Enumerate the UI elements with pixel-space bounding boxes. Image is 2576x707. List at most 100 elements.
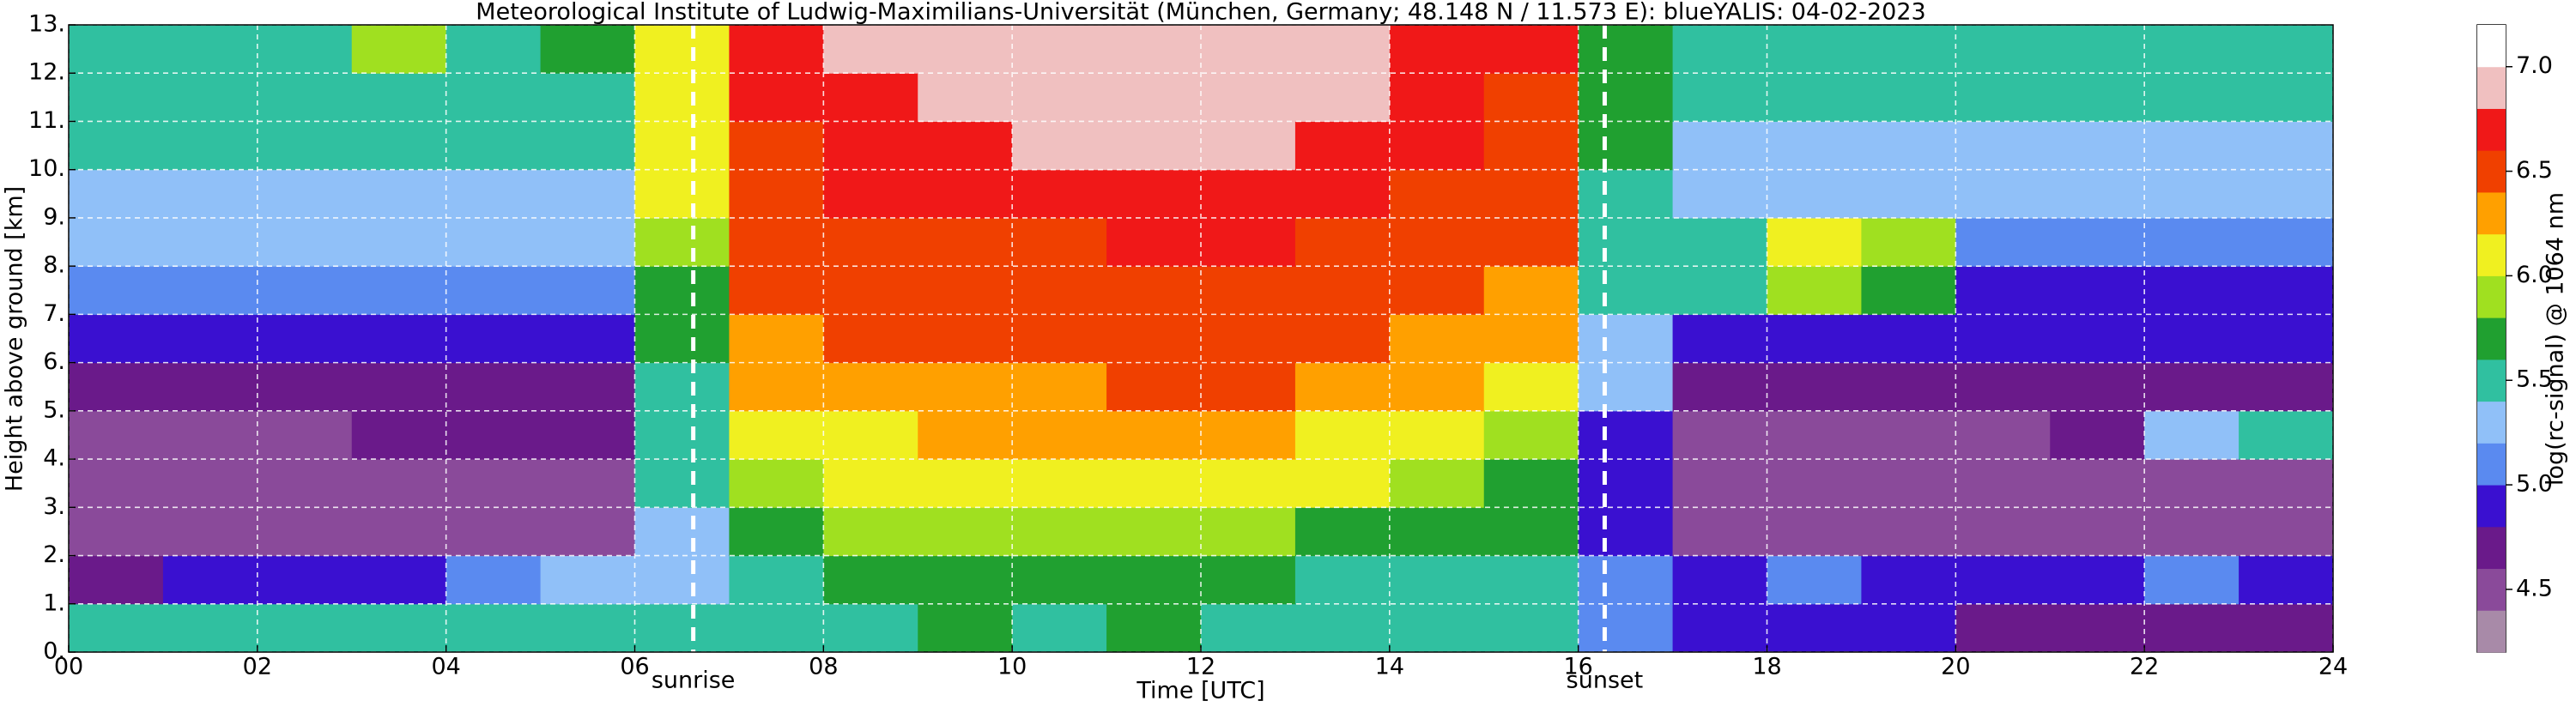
heatmap-cell xyxy=(1861,266,1956,315)
x-tick-label: 04 xyxy=(431,654,460,680)
y-tick-label: 9. xyxy=(43,203,65,230)
heatmap-cell xyxy=(1012,603,1107,653)
heatmap-cell xyxy=(162,217,258,267)
x-tick-label: 20 xyxy=(1941,654,1970,680)
heatmap-cell xyxy=(162,25,258,74)
heatmap-cell xyxy=(1294,266,1391,315)
heatmap-cell xyxy=(1201,410,1296,460)
heatmap-cell xyxy=(1955,459,2051,508)
heatmap-cell xyxy=(634,266,730,315)
heatmap-cell xyxy=(162,555,258,605)
heatmap-cell xyxy=(823,73,918,122)
heatmap-cell xyxy=(257,121,353,171)
heatmap-cell xyxy=(918,410,1013,460)
heatmap-cell xyxy=(1201,169,1296,219)
y-tick-label: 6. xyxy=(43,348,65,375)
heatmap-cell xyxy=(2144,217,2240,267)
heatmap-cell xyxy=(1672,459,1767,508)
heatmap-cell xyxy=(69,121,164,171)
heatmap-cell xyxy=(1389,266,1485,315)
heatmap-cell xyxy=(540,73,635,122)
heatmap-cell xyxy=(2239,73,2334,122)
heatmap-cell xyxy=(1767,217,1862,267)
x-tick-label: 00 xyxy=(54,654,83,680)
heatmap-cell xyxy=(1672,217,1767,267)
heatmap-cell xyxy=(634,25,730,74)
heatmap-cell xyxy=(2050,507,2145,557)
heatmap-cell xyxy=(1106,25,1202,74)
y-tick-label: 12. xyxy=(28,59,65,86)
heatmap-cell xyxy=(162,169,258,219)
y-tick-label: 2. xyxy=(43,541,65,568)
heatmap-cell xyxy=(69,603,164,653)
colorbar-tick-label: 5.5 xyxy=(2516,366,2553,393)
y-tick-label: 5. xyxy=(43,396,65,423)
heatmap-cell xyxy=(1861,169,1956,219)
y-tick-label: 8. xyxy=(43,252,65,279)
heatmap-cell xyxy=(1672,362,1767,412)
heatmap-cell xyxy=(351,603,447,653)
heatmap-cell xyxy=(1201,73,1296,122)
heatmap-cell xyxy=(2239,121,2334,171)
heatmap-cell xyxy=(2050,362,2145,412)
heatmap-cell xyxy=(1672,73,1767,122)
heatmap-cell xyxy=(823,362,918,412)
heatmap-cell xyxy=(1294,362,1391,412)
heatmap-cell xyxy=(1955,603,2051,653)
heatmap-cell xyxy=(69,314,164,364)
heatmap-cell xyxy=(1483,362,1579,412)
heatmap-cell xyxy=(445,217,542,267)
heatmap-cell xyxy=(823,410,918,460)
heatmap-cell xyxy=(729,459,824,508)
heatmap-cell xyxy=(1861,217,1956,267)
colorbar-segment xyxy=(2477,610,2506,653)
heatmap-cell xyxy=(729,555,824,605)
heatmap-cell xyxy=(1106,362,1202,412)
colorbar-segment xyxy=(2477,401,2506,444)
x-tick-label: 24 xyxy=(2318,654,2348,680)
chart-title: Meteorological Institute of Ludwig-Maxim… xyxy=(476,0,1925,26)
colorbar-segment xyxy=(2477,191,2506,235)
heatmap-cell xyxy=(1672,314,1767,364)
heatmap-cell xyxy=(2050,169,2145,219)
colorbar-tick-label: 5.0 xyxy=(2516,471,2553,498)
heatmap-cell xyxy=(729,507,824,557)
heatmap-cell xyxy=(729,169,824,219)
heatmap-cell xyxy=(69,25,164,74)
heatmap-cell xyxy=(1483,603,1579,653)
heatmap-cell xyxy=(69,73,164,122)
heatmap-cell xyxy=(1106,73,1202,122)
y-tick-label: 3. xyxy=(43,493,65,520)
heatmap-cell xyxy=(1578,362,1674,412)
heatmap-cell xyxy=(445,362,542,412)
heatmap-cell xyxy=(257,603,353,653)
heatmap-cell xyxy=(1578,169,1674,219)
heatmap-cell xyxy=(918,217,1013,267)
heatmap-cell xyxy=(918,507,1013,557)
heatmap-cell xyxy=(918,362,1013,412)
heatmap-cell xyxy=(1294,410,1391,460)
heatmap-cell xyxy=(351,73,447,122)
heatmap-cell xyxy=(1955,25,2051,74)
heatmap-cell xyxy=(1106,459,1202,508)
heatmap-cell xyxy=(2239,362,2334,412)
heatmap-cell xyxy=(1106,555,1202,605)
heatmap-cell xyxy=(351,459,447,508)
heatmap-cell xyxy=(1201,459,1296,508)
heatmap-cell xyxy=(1483,314,1579,364)
heatmap-cell xyxy=(823,459,918,508)
heatmap-cell xyxy=(1106,410,1202,460)
heatmap-cell xyxy=(1672,555,1767,605)
heatmap-cell xyxy=(1767,25,1862,74)
heatmap-cell xyxy=(257,459,353,508)
heatmap-cell xyxy=(634,314,730,364)
heatmap-cell xyxy=(1955,555,2051,605)
colorbar-tick-label: 6.5 xyxy=(2516,157,2553,184)
heatmap-cell xyxy=(1767,121,1862,171)
heatmap-cell xyxy=(69,410,164,460)
heatmap-cell xyxy=(1201,121,1296,171)
heatmap-cell xyxy=(2050,314,2145,364)
heatmap-cell xyxy=(540,410,635,460)
heatmap-cell xyxy=(918,555,1013,605)
